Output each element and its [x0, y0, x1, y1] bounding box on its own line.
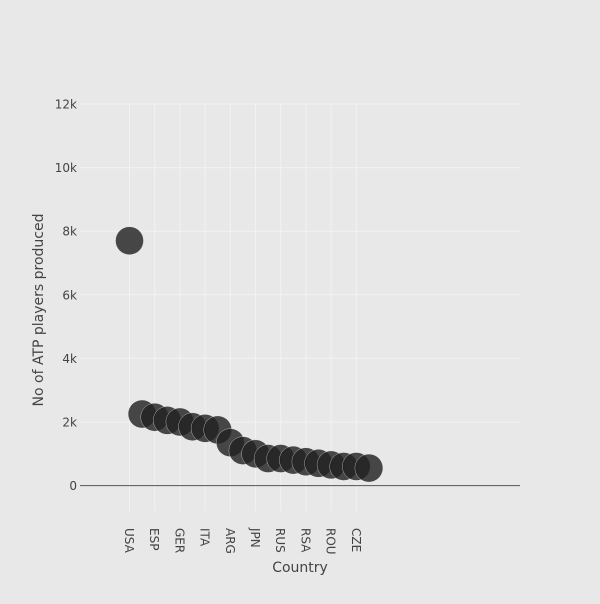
y-tick-label: 12k [55, 98, 77, 112]
x-tick-label: CZE [349, 528, 363, 552]
label-layer: No of ATP players produced Country [31, 214, 328, 576]
x-tick-label: ARG [223, 528, 237, 554]
x-tick-label: ROU [324, 528, 338, 555]
x-tick-label: GER [172, 528, 186, 553]
y-tick-label: 2k [62, 415, 77, 429]
data-point[interactable] [354, 453, 384, 483]
x-tick-label: JPN [248, 527, 262, 548]
axis-layer: 0 2k 4k 6k 8k 10k 12k USA ESP GER ITA ARG JPN RUS RSA R… [55, 98, 520, 555]
y-tick-label: 8k [62, 225, 77, 239]
x-tick-label: RSA [298, 528, 312, 553]
point-layer [115, 226, 384, 483]
y-tick-label: 4k [62, 352, 77, 366]
x-tick-label: ITA [198, 528, 212, 547]
y-axis-title: No of ATP players produced [31, 214, 47, 407]
x-axis-title: Country [272, 560, 328, 576]
y-tick-label: 10k [55, 161, 77, 175]
data-point[interactable] [115, 226, 144, 255]
x-tick-label: RUS [273, 528, 287, 553]
y-tick-label: 6k [62, 288, 77, 302]
x-tick-label: ESP [147, 528, 161, 550]
grid-layer [80, 103, 520, 511]
y-tick-label: 0 [69, 479, 77, 493]
x-tick-label: USA [122, 528, 136, 554]
